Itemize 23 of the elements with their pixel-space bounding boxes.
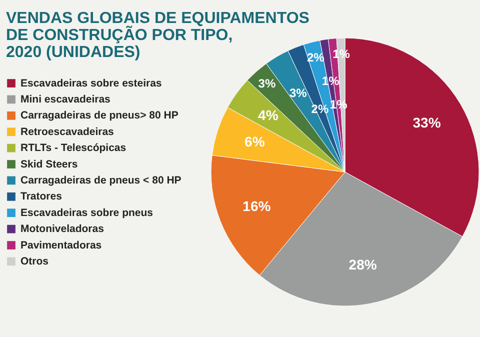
text: DE CONSTRUÇÃO POR TIPO, xyxy=(6,27,233,44)
data-label: 33% xyxy=(412,114,442,131)
legend-label: Mini escavadeiras xyxy=(20,93,111,106)
legend-label: RTLTs - Telescópicas xyxy=(20,142,126,154)
data-label: 4% xyxy=(258,107,279,124)
text: 2020 (UNIDADES) xyxy=(6,44,140,61)
legend-label: Pavimentadoras xyxy=(20,239,102,252)
data-label: 1% xyxy=(332,47,350,62)
data-label: 6% xyxy=(244,134,266,150)
data-label: 16% xyxy=(242,198,272,214)
legend-label: Carragadeiras de pneus> 80 HP xyxy=(20,110,178,122)
data-label: 3% xyxy=(289,86,308,100)
legend-label: Retroescavadeiras xyxy=(20,126,114,138)
legend-label: Carragadeiras de pneus < 80 HP xyxy=(20,174,182,186)
data-label: 28% xyxy=(348,256,378,272)
text: VENDAS GLOBAIS DE EQUIPAMENTOS xyxy=(6,10,310,27)
legend-label: Otros xyxy=(20,255,49,268)
legend-label: Tratores xyxy=(20,190,62,203)
data-label: 3% xyxy=(258,76,276,90)
legend-label: Motoniveladoras xyxy=(20,223,104,236)
legend-label: Skid Steers xyxy=(20,158,78,170)
legend-label: Escavadeiras sobre pneus xyxy=(20,206,154,219)
legend-label: Escavadeiras sobre esteiras xyxy=(20,77,162,90)
